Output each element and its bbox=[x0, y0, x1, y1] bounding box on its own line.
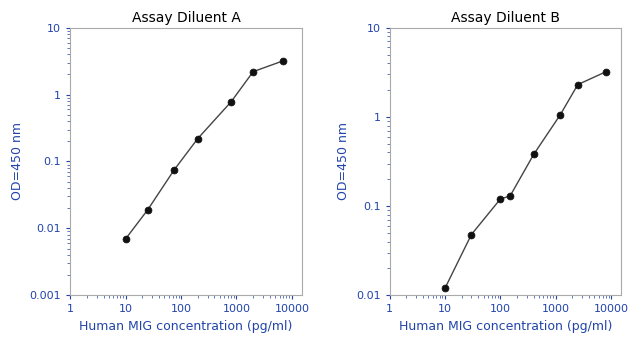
Y-axis label: OD=450 nm: OD=450 nm bbox=[11, 122, 24, 201]
X-axis label: Human MIG concentration (pg/ml): Human MIG concentration (pg/ml) bbox=[399, 320, 612, 333]
Y-axis label: OD=450 nm: OD=450 nm bbox=[337, 122, 350, 201]
Title: Assay Diluent A: Assay Diluent A bbox=[132, 11, 241, 25]
X-axis label: Human MIG concentration (pg/ml): Human MIG concentration (pg/ml) bbox=[79, 320, 292, 333]
Title: Assay Diluent B: Assay Diluent B bbox=[451, 11, 560, 25]
